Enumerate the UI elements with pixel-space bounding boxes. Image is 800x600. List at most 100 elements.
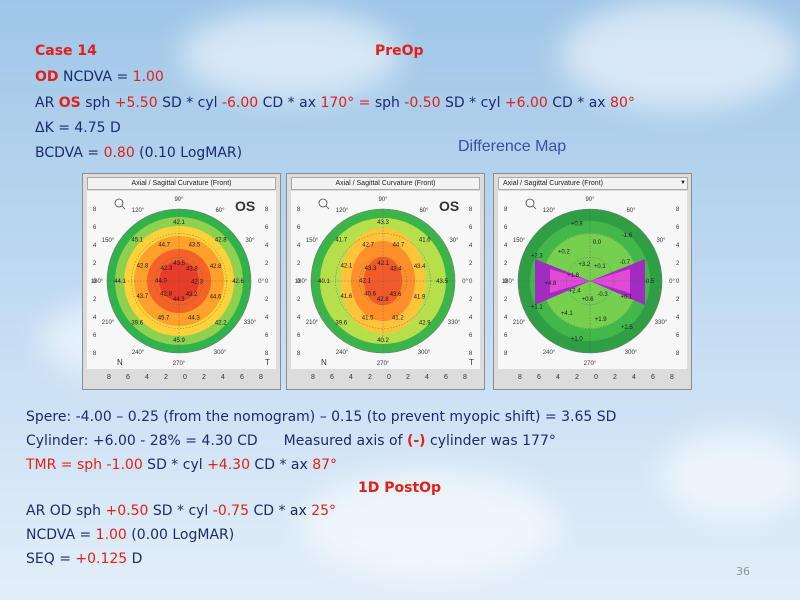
ar-sph: +5.50 — [114, 95, 158, 111]
right-tick-label: 6 — [676, 333, 680, 339]
bcdva-value: 0.80 — [103, 145, 135, 161]
ar-eye: OS — [58, 95, 81, 111]
axis-angle-label: 330° — [244, 320, 257, 326]
left-tick-label: 8 — [93, 207, 97, 213]
axis-angle-label: 300° — [214, 350, 227, 356]
delta-k-line: ΔK = 4.75 D — [35, 120, 121, 136]
bcdva-line: BCDVA = 0.80 (0.10 LogMAR) — [35, 144, 242, 162]
curvature-value: +1.1 — [531, 305, 544, 311]
axis-angle-label: 210° — [306, 320, 319, 326]
axis-angle-label: 0° — [258, 279, 264, 285]
measured-axis-value: cylinder was 177° — [425, 433, 556, 449]
curvature-value: 40.2 — [377, 338, 389, 344]
ar-line: AR OS sph +5.50 SD * cyl -6.00 CD * ax 1… — [35, 94, 635, 112]
curvature-value: 44.7 — [393, 243, 405, 249]
ar2-cd: CD * ax — [249, 503, 312, 519]
left-tick-label: 4 — [93, 315, 97, 321]
magnifier-icon[interactable] — [318, 198, 330, 210]
curvature-value: 45.9 — [173, 338, 185, 344]
curvature-value: +1.8 — [567, 273, 580, 279]
axis-angle-label: 90° — [378, 197, 388, 203]
curvature-value: 44.7 — [158, 242, 170, 248]
left-tick-label: 4 — [93, 243, 97, 249]
curvature-value: +0.1 — [594, 264, 607, 270]
axis-angle-label: 180° — [91, 279, 104, 285]
page-number: 36 — [736, 565, 750, 578]
od-label: OD — [35, 69, 59, 85]
preop-label: PreOp — [375, 43, 424, 59]
axis-angle-label: 90° — [174, 197, 184, 203]
curvature-value: 44.3 — [173, 297, 185, 303]
curvature-value: 43.3 — [365, 266, 377, 272]
curvature-value: -0.5 — [644, 279, 655, 285]
right-tick-label: 6 — [265, 333, 269, 339]
tmr-cd: CD * ax — [249, 457, 313, 473]
curvature-value: 44.1 — [114, 279, 126, 285]
curvature-value: 42.8 — [377, 297, 389, 303]
left-tick-label: 6 — [504, 333, 508, 339]
curvature-value: 39.6 — [335, 321, 347, 327]
axis-angle-label: 330° — [655, 320, 668, 326]
curvature-value: 41.2 — [392, 316, 404, 322]
temporal-label: T — [265, 358, 270, 367]
curvature-value: +1.0 — [571, 337, 584, 343]
curvature-value: 43.5 — [173, 261, 185, 267]
curvature-value: 43.4 — [390, 266, 402, 272]
left-tick-label: 8 — [504, 207, 508, 213]
ar-sd: SD * cyl — [157, 95, 222, 111]
left-tick-label: 8 — [504, 351, 508, 357]
left-tick-label: 2 — [504, 297, 508, 303]
curvature-value: 45.1 — [131, 237, 143, 243]
left-tick-label: 6 — [297, 333, 301, 339]
eye-label: OS — [439, 198, 459, 214]
curvature-value: 42.8 — [215, 237, 227, 243]
curvature-value: +2.3 — [531, 253, 544, 259]
scale-tick-label: 4 — [349, 374, 353, 381]
ar-eq: = — [354, 95, 375, 111]
magnifier-icon[interactable] — [114, 198, 126, 210]
curvature-value: 42.2 — [215, 321, 227, 327]
topography-panel-1: Axial / Sagittal Curvature (Front) 42.6 4… — [82, 173, 281, 390]
seq-label: SEQ = — [26, 551, 76, 567]
axis-angle-label: 150° — [306, 238, 319, 244]
chevron-down-icon[interactable]: ▼ — [680, 180, 686, 186]
ar2-sph: +0.50 — [105, 503, 149, 519]
curvature-value: 43.8 — [186, 266, 198, 272]
curvature-value: +0.1 — [621, 294, 634, 300]
scale-bar: 8 6 4 2 0 2 4 6 8 — [498, 372, 687, 386]
scale-tick-label: 6 — [651, 374, 655, 381]
scale-tick-label: 8 — [259, 374, 263, 381]
ncdva2-value: 1.00 — [95, 527, 127, 543]
magnifier-icon[interactable] — [525, 198, 537, 210]
right-tick-label: 8 — [676, 207, 680, 213]
curvature-value: 43.5 — [436, 279, 448, 285]
axis-angle-label: 30° — [449, 238, 459, 244]
right-tick-label: 2 — [676, 261, 680, 267]
curvature-value: 42.1 — [341, 264, 353, 270]
scale-tick-label: 6 — [537, 374, 541, 381]
left-tick-label: 0 — [297, 279, 301, 285]
ar2-cyl: -0.75 — [212, 503, 249, 519]
scale-tick-label: 2 — [202, 374, 206, 381]
nasal-label: N — [117, 358, 123, 367]
map-type-select[interactable]: Axial / Sagittal Curvature (Front) ▼ — [498, 177, 688, 190]
sphere-line: Spere: -4.00 – 0.25 (from the nomogram) … — [26, 409, 617, 425]
ncdva-label: NCDVA = — [58, 69, 133, 85]
scale-tick-label: 0 — [183, 374, 187, 381]
seq-unit: D — [127, 551, 143, 567]
od-ncdva-line: OD NCDVA = 1.00 — [35, 68, 164, 86]
axis-angle-label: 120° — [543, 208, 556, 214]
left-tick-label: 4 — [504, 315, 508, 321]
axis-angle-label: 210° — [513, 320, 526, 326]
ar2-prefix: AR OD sph — [26, 503, 106, 519]
curvature-value: -1.6 — [622, 233, 633, 239]
right-tick-label: 2 — [469, 261, 473, 267]
scale-tick-label: 8 — [463, 374, 467, 381]
postop-label: 1D PostOp — [358, 480, 442, 496]
temporal-label: T — [469, 358, 474, 367]
axis-angle-label: 150° — [513, 238, 526, 244]
curvature-value: 42.1 — [359, 279, 371, 285]
axis-angle-label: 300° — [625, 350, 638, 356]
scale-tick-label: 2 — [613, 374, 617, 381]
map-svg: 42.6 44.6 43.2 42.2 44.3 44.3 45.9 45.7 42.8 39.6… — [91, 197, 270, 367]
